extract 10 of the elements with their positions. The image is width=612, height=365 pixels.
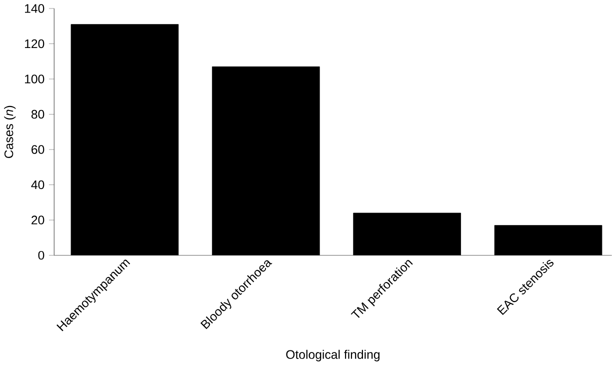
y-tick-label: 0 [38,250,44,260]
x-axis-title: Otological finding [286,350,380,362]
y-tick-label: 40 [31,180,44,189]
y-tick-label: 80 [31,110,44,118]
y-tick-label: 120 [24,39,44,48]
y-tick-label: 140 [24,4,44,13]
y-tick-label: 20 [32,215,44,224]
y-tick-label: 100 [24,74,44,84]
y-axis-title: Cases (n) [4,106,16,158]
y-tick-label: 60 [32,144,44,154]
